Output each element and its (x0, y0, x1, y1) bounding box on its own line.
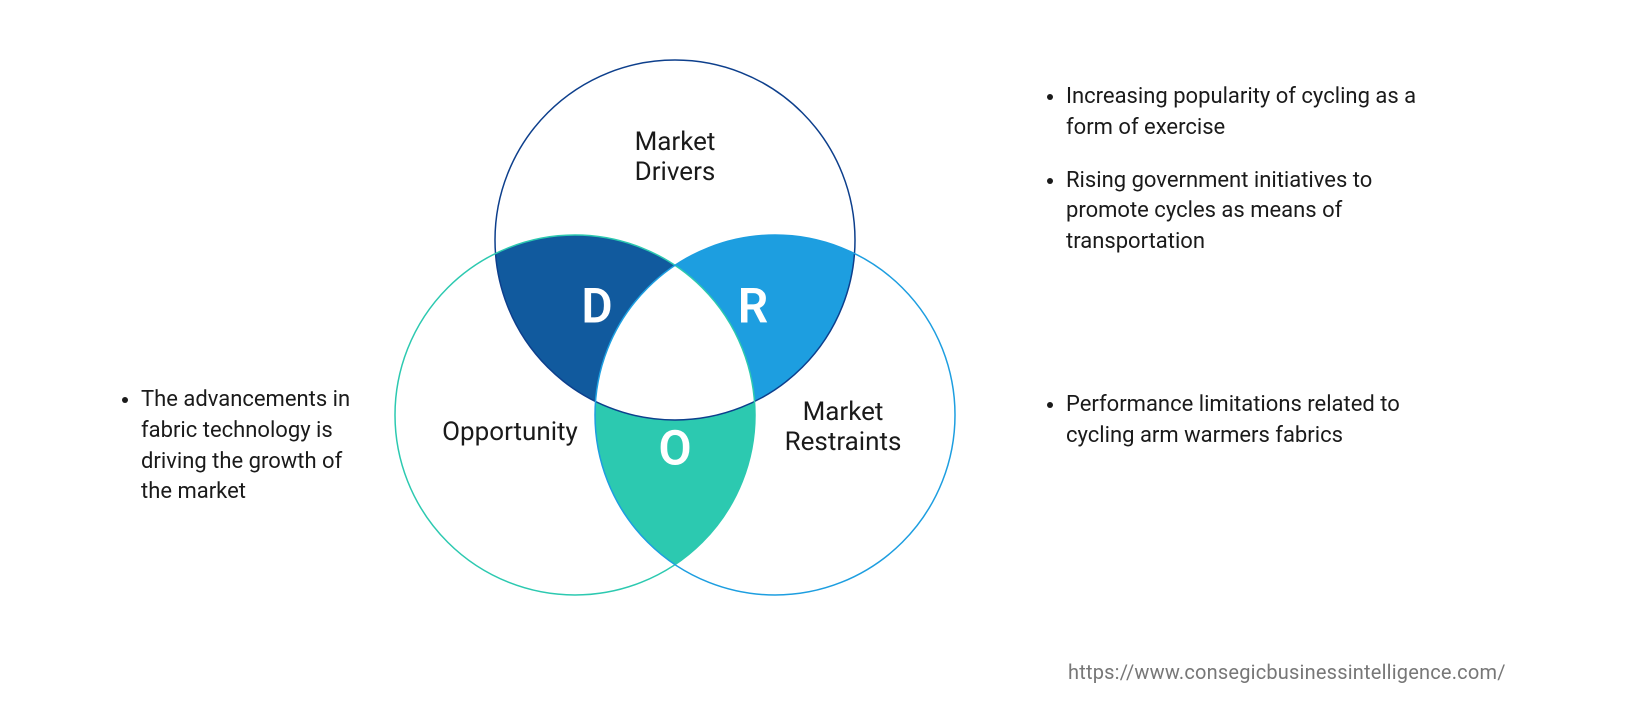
venn-diagram: MarketDrivers Opportunity MarketRestrain… (345, 20, 1005, 680)
bullet-item: The advancements in fabric technology is… (141, 385, 365, 508)
letter-O: O (658, 420, 691, 477)
bullet-item: Increasing popularity of cycling as a fo… (1066, 82, 1460, 144)
label-left: Opportunity (442, 417, 578, 447)
label-top: MarketDrivers (635, 127, 716, 187)
label-right: MarketRestraints (785, 397, 902, 457)
infographic-canvas: MarketDrivers Opportunity MarketRestrain… (0, 0, 1641, 708)
source-url: https://www.consegicbusinessintelligence… (1068, 660, 1506, 684)
drivers-bullets: Increasing popularity of cycling as a fo… (1040, 82, 1460, 258)
restraints-list: Performance limitations related to cycli… (1040, 390, 1400, 452)
opportunity-list: The advancements in fabric technology is… (115, 385, 365, 508)
restraints-bullets: Performance limitations related to cycli… (1040, 390, 1400, 452)
bullet-item: Rising government initiatives to promote… (1066, 166, 1460, 258)
letter-D: D (581, 278, 612, 335)
drivers-list: Increasing popularity of cycling as a fo… (1040, 82, 1460, 258)
opportunity-bullets: The advancements in fabric technology is… (115, 385, 365, 508)
bullet-item: Performance limitations related to cycli… (1066, 390, 1400, 452)
letter-R: R (738, 278, 769, 335)
